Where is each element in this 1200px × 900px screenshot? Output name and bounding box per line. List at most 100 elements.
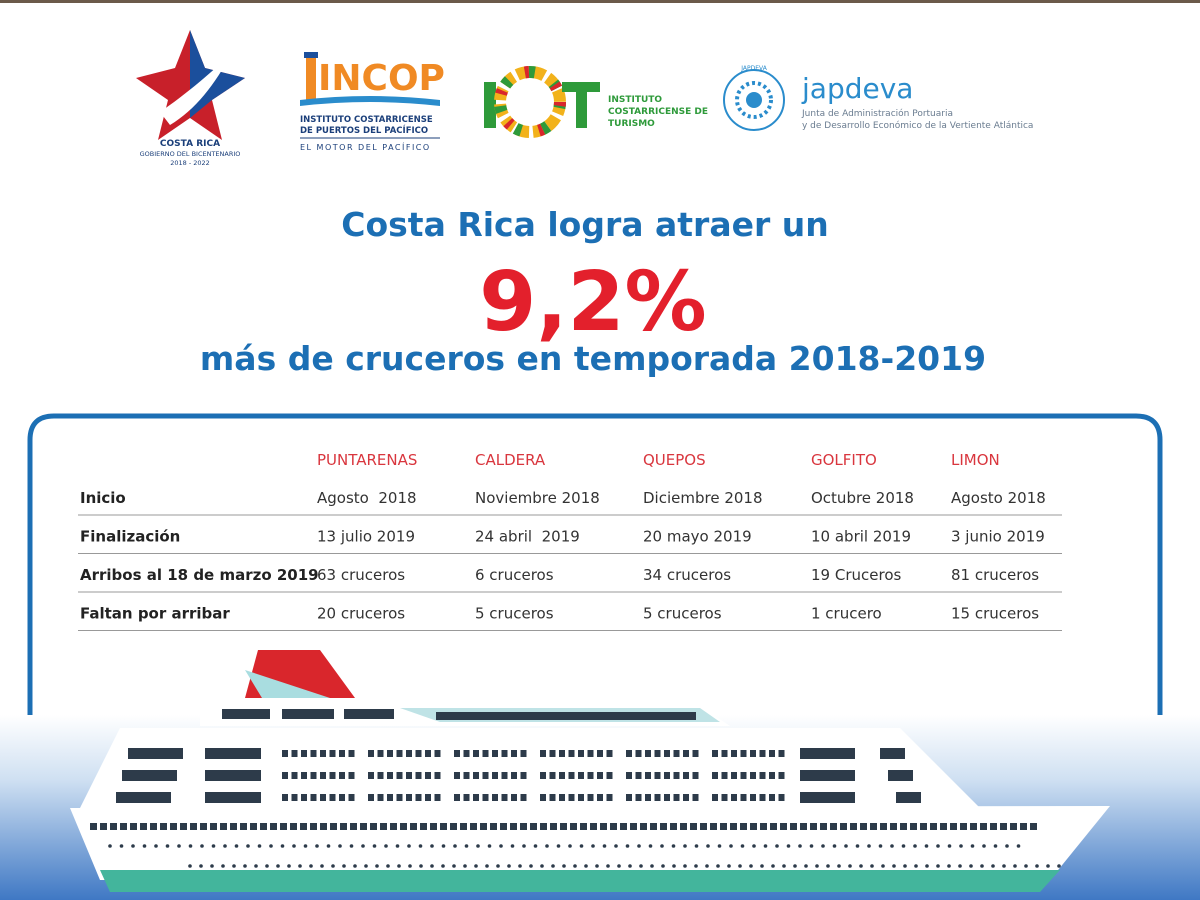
- window: [511, 750, 517, 757]
- porthole: [1010, 823, 1017, 830]
- window: [301, 750, 307, 757]
- porthole: [390, 823, 397, 830]
- porthole: [800, 823, 807, 830]
- window: [329, 750, 336, 757]
- porthole: [980, 823, 987, 830]
- porthole: [350, 823, 357, 830]
- window: [800, 748, 855, 759]
- window: [454, 772, 460, 779]
- window: [377, 772, 384, 779]
- table-cell: Diciembre 2018: [643, 489, 763, 507]
- porthole: [1030, 823, 1037, 830]
- porthole: [910, 823, 917, 830]
- porthole: [170, 823, 177, 830]
- porthole: [370, 823, 377, 830]
- porthole: [441, 864, 445, 868]
- window: [282, 772, 288, 779]
- window: [501, 750, 508, 757]
- logo-text: Junta de Administración Portuaria: [801, 108, 953, 119]
- window: [473, 750, 479, 757]
- porthole: [108, 844, 112, 848]
- top-strip: [0, 0, 1200, 3]
- window: [473, 794, 479, 801]
- porthole: [280, 823, 287, 830]
- porthole: [700, 823, 707, 830]
- window: [587, 772, 594, 779]
- porthole: [210, 864, 214, 868]
- porthole: [190, 823, 197, 830]
- window: [501, 794, 508, 801]
- porthole: [487, 844, 492, 848]
- porthole: [705, 864, 709, 868]
- window: [759, 750, 766, 757]
- porthole: [749, 864, 753, 868]
- window: [664, 750, 670, 757]
- porthole: [154, 844, 158, 848]
- column-header: QUEPOS: [643, 451, 706, 469]
- window: [301, 772, 307, 779]
- porthole: [830, 823, 837, 830]
- window: [645, 772, 651, 779]
- porthole: [270, 823, 277, 830]
- porthole: [280, 844, 285, 848]
- window: [759, 772, 766, 779]
- window: [769, 772, 775, 779]
- porthole: [522, 844, 526, 848]
- window: [425, 794, 431, 801]
- porthole: [254, 864, 258, 868]
- window: [520, 772, 527, 779]
- porthole: [407, 844, 411, 848]
- window: [329, 772, 336, 779]
- porthole: [650, 864, 654, 868]
- porthole: [518, 864, 522, 868]
- porthole: [110, 823, 117, 830]
- porthole: [786, 844, 791, 848]
- porthole: [620, 823, 627, 830]
- porthole: [740, 844, 745, 848]
- window: [645, 794, 651, 801]
- row-label: Finalización: [80, 528, 180, 546]
- porthole: [331, 864, 335, 868]
- porthole: [463, 864, 467, 868]
- porthole: [672, 864, 676, 868]
- window: [348, 794, 355, 801]
- porthole: [960, 823, 967, 830]
- ship: [70, 650, 1110, 892]
- window: [750, 772, 756, 779]
- porthole: [342, 864, 346, 868]
- porthole: [142, 844, 147, 848]
- window: [282, 750, 288, 757]
- porthole: [200, 844, 204, 848]
- table-cell: 13 julio 2019: [317, 528, 415, 546]
- window: [740, 750, 747, 757]
- porthole: [408, 864, 412, 868]
- window: [568, 772, 575, 779]
- window: [673, 750, 680, 757]
- porthole: [470, 823, 477, 830]
- porthole: [850, 823, 857, 830]
- window: [425, 772, 431, 779]
- porthole: [386, 864, 390, 868]
- window: [454, 794, 460, 801]
- porthole: [959, 844, 963, 848]
- headline: más de cruceros en temporada 2018-2019: [200, 339, 986, 378]
- porthole: [460, 823, 467, 830]
- window: [673, 794, 680, 801]
- window: [578, 772, 584, 779]
- porthole: [993, 844, 998, 848]
- porthole: [188, 864, 192, 868]
- porthole: [982, 844, 986, 848]
- table: PUNTARENAS CALDERA QUEPOS GOLFITO LIMON Inici…: [78, 451, 1062, 631]
- porthole: [614, 844, 618, 848]
- porthole: [320, 864, 324, 868]
- porthole: [821, 844, 825, 848]
- porthole: [727, 864, 731, 868]
- logo-text: JAPDEVA: [740, 65, 768, 72]
- porthole: [395, 844, 400, 848]
- logo-text: japdeva: [801, 72, 913, 105]
- porthole: [221, 864, 225, 868]
- window: [463, 750, 470, 757]
- porthole: [246, 844, 250, 848]
- porthole: [556, 844, 561, 848]
- porthole: [232, 864, 236, 868]
